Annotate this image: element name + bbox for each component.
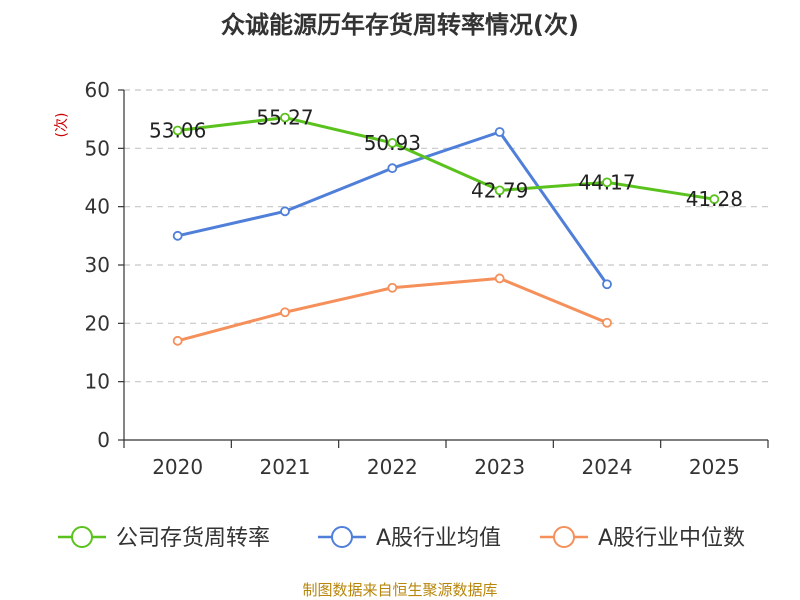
data-label: 44.17 — [578, 170, 635, 194]
y-tick-label: 50 — [85, 136, 110, 160]
series-layer — [172, 112, 720, 346]
y-tick-label: 40 — [85, 195, 110, 219]
data-point-0[interactable] — [387, 138, 398, 148]
y-tick-label: 10 — [85, 370, 110, 394]
legend-label: A股行业中位数 — [598, 526, 745, 551]
y-tick-label: 0 — [97, 428, 110, 452]
x-tick-label: 2024 — [582, 455, 633, 479]
legend[interactable]: 公司存货周转率 A股行业均值 A股行业中位数 — [58, 526, 745, 551]
legend-item-1[interactable]: A股行业均值 — [318, 526, 501, 551]
data-labels: 53.06 55.27 50.93 42.79 44.17 41.28 — [149, 106, 743, 212]
series-line-0 — [177, 116, 715, 201]
data-point-1[interactable] — [172, 230, 183, 241]
data-point-1[interactable] — [602, 279, 612, 290]
data-point-2[interactable] — [602, 317, 612, 328]
data-point-2[interactable] — [494, 273, 505, 284]
x-tick-label: 2021 — [260, 455, 311, 479]
data-point-2[interactable] — [280, 307, 290, 318]
legend-item-2[interactable]: A股行业中位数 — [540, 526, 745, 551]
x-tick-label: 2023 — [474, 455, 525, 479]
data-label: 41.28 — [686, 187, 743, 211]
data-label: 42.79 — [471, 178, 528, 202]
y-tick-label: 20 — [85, 311, 110, 335]
data-point-1[interactable] — [387, 163, 398, 174]
chart-title: 众诚能源历年存货周转率情况(次) — [221, 11, 579, 39]
legend-item-0[interactable]: 公司存货周转率 — [58, 526, 270, 551]
data-point-0[interactable] — [172, 125, 183, 136]
data-point-2[interactable] — [387, 282, 398, 293]
data-label: 55.27 — [256, 106, 313, 130]
grid — [124, 89, 768, 383]
x-tick-label: 2025 — [689, 455, 740, 479]
legend-marker — [331, 526, 353, 548]
data-point-0[interactable] — [494, 185, 505, 196]
y-tick-label: 60 — [85, 78, 110, 102]
data-point-0[interactable] — [709, 194, 720, 205]
axes: 0 10 20 30 40 50 60 2020 2021 2022 2023 2024 2025 — [85, 78, 769, 479]
legend-marker — [71, 526, 93, 548]
data-label: 53.06 — [149, 118, 206, 142]
data-point-0[interactable] — [280, 112, 290, 123]
data-point-1[interactable] — [494, 127, 505, 137]
source-note: 制图数据来自恒生聚源数据库 — [302, 581, 497, 599]
legend-label: A股行业均值 — [376, 526, 501, 551]
legend-marker — [553, 526, 575, 548]
data-point-1[interactable] — [280, 206, 290, 217]
y-axis-unit: (次) — [54, 113, 70, 138]
legend-label: 公司存货周转率 — [116, 526, 270, 551]
x-tick-label: 2022 — [367, 455, 418, 479]
y-tick-label: 30 — [85, 253, 110, 277]
data-point-0[interactable] — [602, 177, 612, 188]
x-tick-label: 2020 — [152, 455, 203, 479]
data-label: 50.93 — [364, 131, 421, 155]
data-point-2[interactable] — [172, 335, 183, 346]
